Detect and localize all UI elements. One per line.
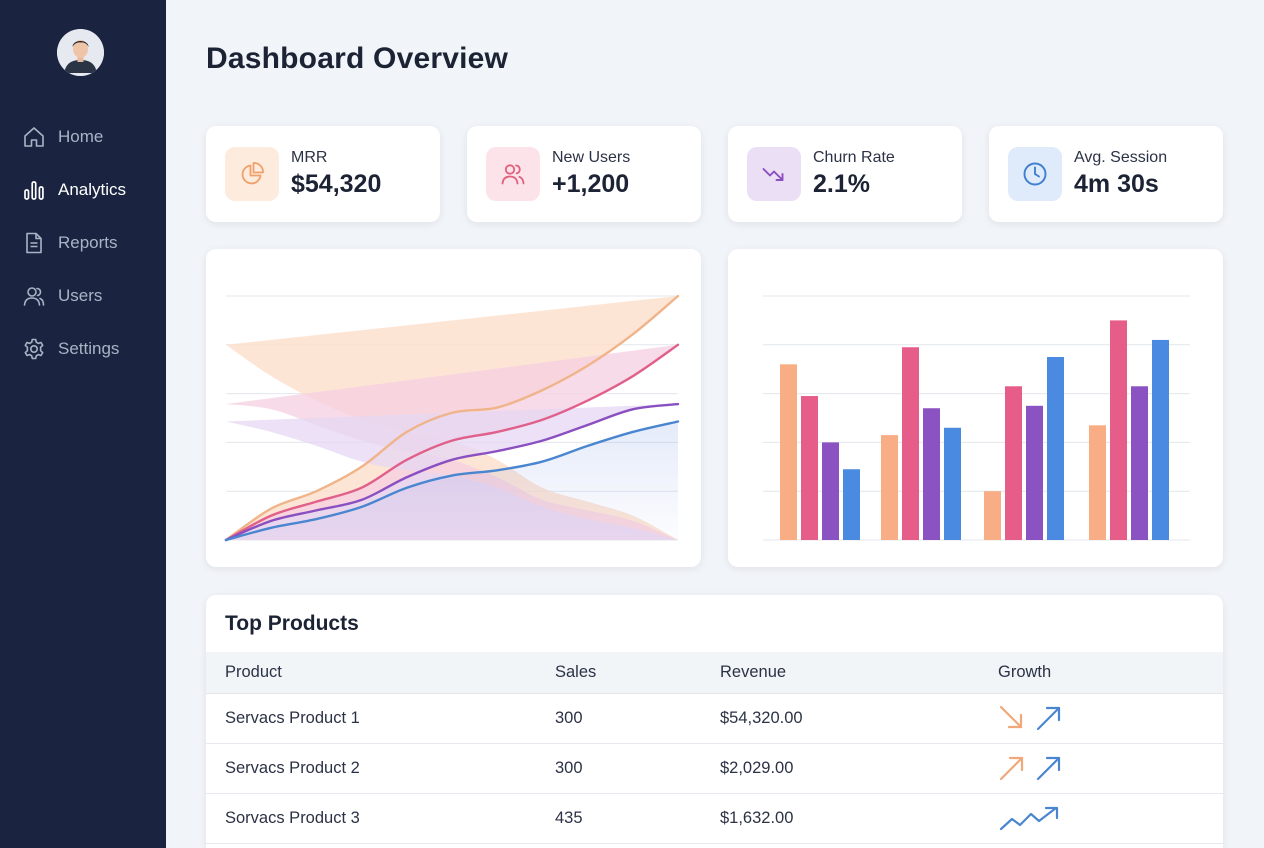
line-chart bbox=[224, 294, 680, 542]
bar-4-2 bbox=[1110, 320, 1127, 540]
bar-2-3 bbox=[923, 408, 940, 540]
sidebar-item-label: Users bbox=[58, 285, 103, 305]
arrow-up-right-icon bbox=[1036, 706, 1061, 731]
area-base bbox=[226, 421, 678, 540]
sidebar-item-label: Settings bbox=[58, 338, 120, 358]
stat-value: $54,320 bbox=[291, 170, 382, 198]
arrow-up-right-icon bbox=[1036, 756, 1061, 781]
product-name: Servacs Product 2 bbox=[225, 759, 360, 777]
users-icon bbox=[22, 284, 46, 308]
stat-value: +1,200 bbox=[552, 170, 630, 198]
stat-label: New Users bbox=[552, 149, 631, 166]
arrow-up-right-icon bbox=[999, 756, 1024, 781]
clock-icon bbox=[1008, 147, 1062, 201]
sales-value: 300 bbox=[555, 709, 583, 727]
series-line-4 bbox=[224, 420, 680, 542]
bar-4-4 bbox=[1152, 339, 1169, 540]
bar-1-1 bbox=[780, 364, 797, 540]
stat-value: 4m 30s bbox=[1074, 170, 1159, 198]
trend-up-icon bbox=[999, 806, 1059, 831]
bar-2-2 bbox=[902, 347, 919, 540]
bar-chart bbox=[763, 295, 1190, 541]
sidebar-nav: Home Analytics Reports Users Settings bbox=[0, 110, 166, 375]
arrow-down-right-icon bbox=[999, 705, 1023, 729]
series-line-3 bbox=[224, 402, 680, 542]
bar-3-2 bbox=[1005, 386, 1022, 540]
sidebar-item-label: Reports bbox=[58, 232, 118, 252]
product-name: Servacs Product 1 bbox=[225, 709, 360, 727]
stat-value: 2.1% bbox=[813, 170, 870, 198]
bar-chart-card bbox=[728, 249, 1223, 567]
growth-indicator bbox=[999, 705, 1061, 731]
table-header: Product Sales Revenue Growth bbox=[206, 652, 1223, 694]
stat-label: MRR bbox=[291, 149, 328, 166]
bar-1-2 bbox=[801, 396, 818, 540]
bar-3-4 bbox=[1047, 357, 1064, 540]
trend-down-icon bbox=[747, 147, 801, 201]
sidebar-item-settings[interactable]: Settings bbox=[0, 322, 166, 375]
revenue-value: $2,029.00 bbox=[720, 759, 794, 777]
bar-2-1 bbox=[881, 435, 898, 540]
stat-card-churn-rate: Churn Rate 2.1% bbox=[728, 126, 962, 222]
home-icon bbox=[22, 125, 46, 149]
stat-card-mrr: MRR $54,320 bbox=[206, 126, 440, 222]
column-header-product[interactable]: Product bbox=[225, 663, 282, 681]
bar-1-4 bbox=[843, 469, 860, 540]
revenue-value: $1,632.00 bbox=[720, 809, 794, 827]
stat-card-avg-session: Avg. Session 4m 30s bbox=[989, 126, 1223, 222]
table-row[interactable]: Sorvacs Product 3 435 $1,632.00 bbox=[206, 794, 1223, 844]
page-title: Dashboard Overview bbox=[206, 42, 509, 75]
sidebar-item-label: Home bbox=[58, 126, 104, 146]
gear-icon bbox=[22, 337, 46, 361]
sales-value: 300 bbox=[555, 759, 583, 777]
bar-4-1 bbox=[1089, 425, 1106, 540]
bar-chart-icon bbox=[22, 178, 46, 202]
growth-indicator bbox=[999, 806, 1059, 831]
sidebar-item-reports[interactable]: Reports bbox=[0, 216, 166, 269]
avatar[interactable] bbox=[57, 29, 104, 76]
product-name: Sorvacs Product 3 bbox=[225, 809, 360, 827]
series-line-1 bbox=[224, 294, 680, 542]
series-line-2 bbox=[224, 343, 680, 542]
bar-1-3 bbox=[822, 442, 839, 540]
pie-chart-icon bbox=[225, 147, 279, 201]
column-header-sales[interactable]: Sales bbox=[555, 663, 597, 681]
users-icon bbox=[486, 147, 540, 201]
area-band bbox=[226, 344, 678, 540]
sidebar-item-analytics[interactable]: Analytics bbox=[0, 163, 166, 216]
column-header-growth[interactable]: Growth bbox=[998, 663, 1052, 681]
sales-value: 435 bbox=[555, 809, 583, 827]
area-band bbox=[226, 296, 678, 540]
revenue-value: $54,320.00 bbox=[720, 709, 803, 727]
sidebar-item-users[interactable]: Users bbox=[0, 269, 166, 322]
sidebar: Home Analytics Reports Users Settings bbox=[0, 0, 166, 848]
bar-2-4 bbox=[944, 427, 961, 540]
top-products-table: Top Products Product Sales Revenue Growt… bbox=[206, 595, 1223, 848]
sidebar-item-label: Analytics bbox=[58, 179, 127, 199]
column-header-revenue[interactable]: Revenue bbox=[720, 663, 787, 681]
table-title: Top Products bbox=[225, 612, 359, 635]
bar-3-1 bbox=[984, 491, 1001, 540]
table-row[interactable]: Servacs Product 1 300 $54,320.00 bbox=[206, 694, 1223, 744]
bar-3-3 bbox=[1026, 405, 1043, 540]
growth-indicator bbox=[999, 756, 1061, 781]
stat-label: Churn Rate bbox=[813, 149, 895, 166]
sidebar-item-home[interactable]: Home bbox=[0, 110, 166, 163]
table-row[interactable]: Servacs Product 2 300 $2,029.00 bbox=[206, 744, 1223, 794]
stat-card-new-users: New Users +1,200 bbox=[467, 126, 701, 222]
line-chart-card bbox=[206, 249, 701, 567]
bar-4-3 bbox=[1131, 386, 1148, 540]
stat-label: Avg. Session bbox=[1074, 149, 1168, 166]
document-icon bbox=[22, 231, 46, 255]
